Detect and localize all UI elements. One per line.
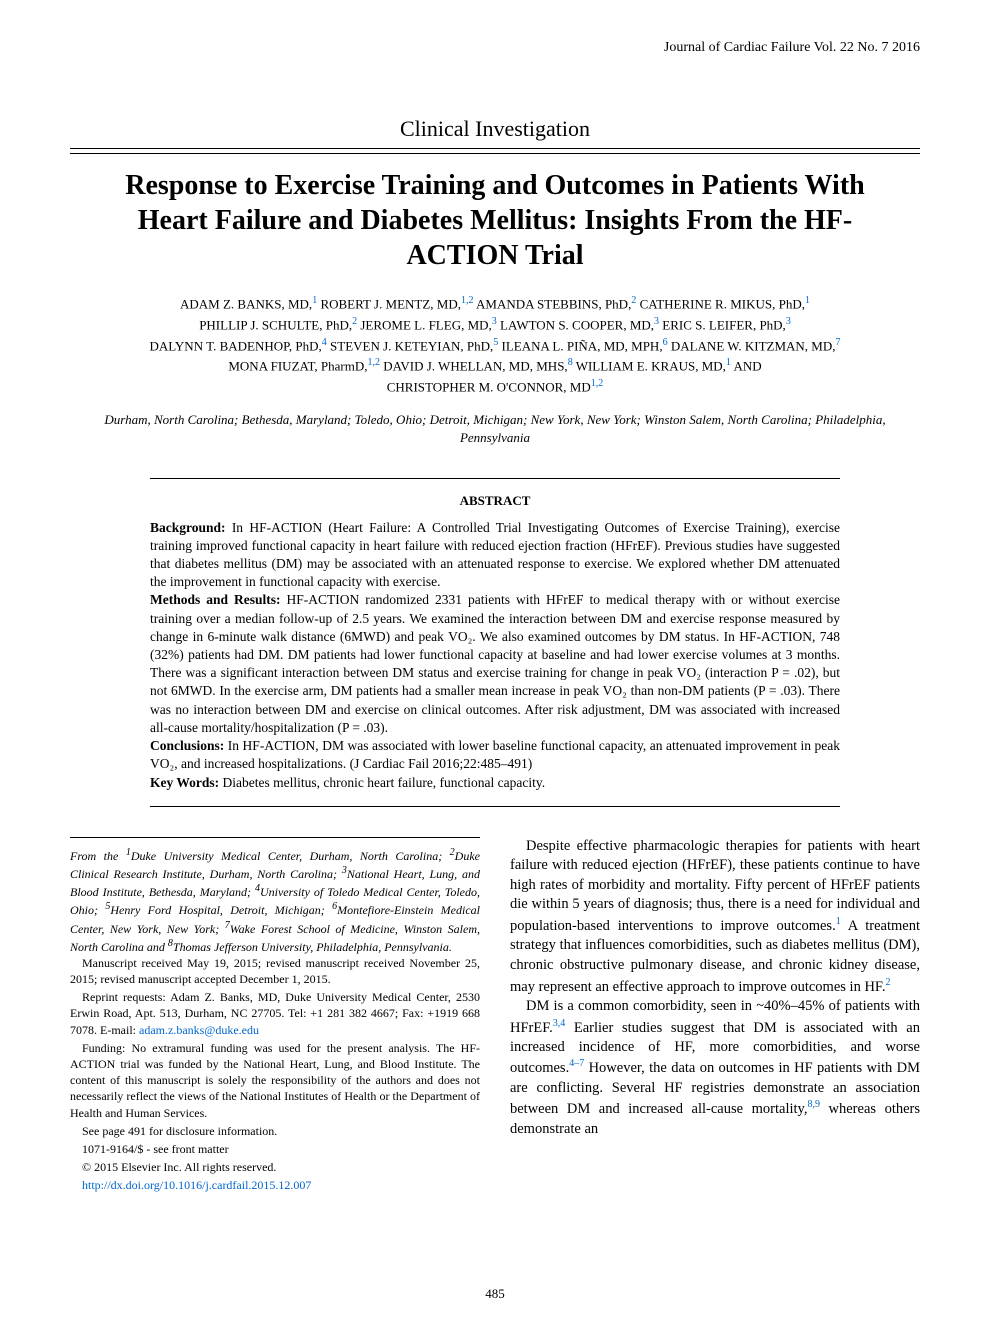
left-column: From the 1Duke University Medical Center… bbox=[70, 837, 480, 1196]
affiliations: From the 1Duke University Medical Center… bbox=[70, 837, 480, 955]
reprint-email-link[interactable]: adam.z.banks@duke.edu bbox=[139, 1023, 259, 1037]
abstract-box: ABSTRACT Background: In HF-ACTION (Heart… bbox=[150, 478, 840, 807]
section-label: Clinical Investigation bbox=[70, 116, 920, 149]
title-rule bbox=[70, 153, 920, 154]
author-list: ADAM Z. BANKS, MD,1 ROBERT J. MENTZ, MD,… bbox=[80, 293, 910, 397]
abstract-background-text: In HF-ACTION (Heart Failure: A Controlle… bbox=[150, 520, 840, 590]
manuscript-dates: Manuscript received May 19, 2015; revise… bbox=[70, 955, 480, 987]
journal-header: Journal of Cardiac Failure Vol. 22 No. 7… bbox=[70, 40, 920, 56]
abstract-background-label: Background: bbox=[150, 520, 226, 535]
doi-link[interactable]: http://dx.doi.org/10.1016/j.cardfail.201… bbox=[82, 1178, 311, 1192]
abstract-keywords-label: Key Words: bbox=[150, 775, 219, 790]
issn-line: 1071-9164/$ - see front matter bbox=[70, 1141, 480, 1157]
abstract-body: Background: In HF-ACTION (Heart Failure:… bbox=[150, 519, 840, 792]
abstract-methods-label: Methods and Results: bbox=[150, 592, 281, 607]
funding-statement: Funding: No extramural funding was used … bbox=[70, 1040, 480, 1121]
article-title: Response to Exercise Training and Outcom… bbox=[90, 168, 900, 273]
two-column-body: From the 1Duke University Medical Center… bbox=[70, 837, 920, 1196]
abstract-keywords-text: Diabetes mellitus, chronic heart failure… bbox=[219, 775, 545, 790]
abstract-conclusions-text: In HF-ACTION, DM was associated with low… bbox=[150, 738, 840, 771]
abstract-methods-text: HF-ACTION randomized 2331 patients with … bbox=[150, 592, 840, 735]
disclosure-pointer: See page 491 for disclosure information. bbox=[70, 1123, 480, 1139]
author-locations: Durham, North Carolina; Bethesda, Maryla… bbox=[70, 411, 920, 447]
abstract-conclusions-label: Conclusions: bbox=[150, 738, 224, 753]
reprint-requests: Reprint requests: Adam Z. Banks, MD, Duk… bbox=[70, 989, 480, 1038]
doi-line: http://dx.doi.org/10.1016/j.cardfail.201… bbox=[70, 1177, 480, 1193]
copyright-line: © 2015 Elsevier Inc. All rights reserved… bbox=[70, 1159, 480, 1175]
right-column: Despite effective pharmacologic therapie… bbox=[510, 837, 920, 1196]
page-number: 485 bbox=[0, 1286, 990, 1302]
intro-para-2: DM is a common comorbidity, seen in ~40%… bbox=[510, 997, 920, 1139]
intro-para-1: Despite effective pharmacologic therapie… bbox=[510, 837, 920, 997]
abstract-heading: ABSTRACT bbox=[150, 493, 840, 509]
